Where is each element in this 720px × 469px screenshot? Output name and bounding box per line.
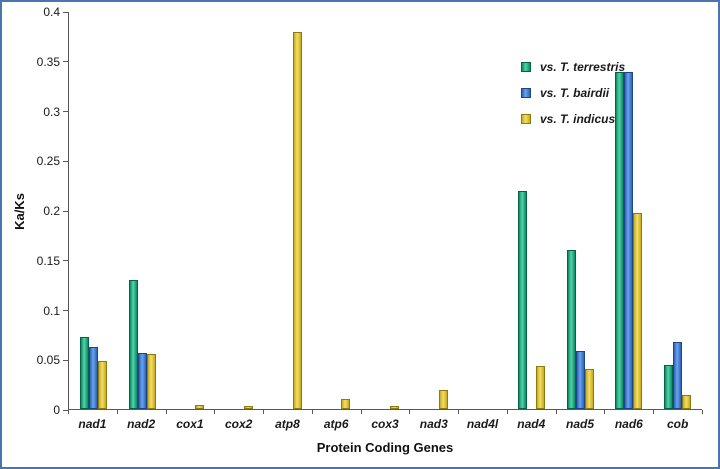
bar-group-cox3 xyxy=(361,12,410,409)
y-axis-tick xyxy=(63,160,68,162)
y-tick-label: 0.1 xyxy=(43,303,60,318)
x-axis-tick xyxy=(506,410,508,414)
bar-cox1-series2 xyxy=(195,405,205,409)
bar-nad4-series2 xyxy=(536,366,546,409)
x-axis-tick xyxy=(311,410,313,414)
bar-cob-series2 xyxy=(682,395,692,409)
y-tick-label: 0.35 xyxy=(36,54,60,69)
plot-area: vs. T. terrestris vs. T. bairdii vs. T. in… xyxy=(68,12,702,410)
y-axis-tick xyxy=(63,409,68,411)
x-label-nad2: nad2 xyxy=(127,417,156,431)
bar-groups xyxy=(69,12,702,409)
x-axis-tick xyxy=(360,410,362,414)
bar-nad6-series0 xyxy=(615,71,625,409)
y-axis-tick xyxy=(63,310,68,311)
x-label-atp6: atp6 xyxy=(323,417,349,431)
x-axis-title: Protein Coding Genes xyxy=(316,440,454,455)
bar-cox3-series2 xyxy=(389,406,399,409)
legend-item-2: vs. T. indicus xyxy=(521,112,625,126)
x-label-nad6: nad6 xyxy=(614,417,643,431)
bar-group-nad4l xyxy=(459,12,508,409)
y-tick-label: 0.25 xyxy=(36,154,60,169)
x-label-nad5: nad5 xyxy=(566,417,595,431)
x-axis-tick xyxy=(263,410,265,414)
bar-nad2-series2 xyxy=(146,354,156,409)
bar-group-nad4 xyxy=(507,12,556,409)
bar-nad2-series0 xyxy=(128,279,138,409)
legend-label-2: vs. T. indicus xyxy=(540,112,616,126)
y-axis-tick xyxy=(63,61,68,63)
bar-group-atp8 xyxy=(264,12,313,409)
legend-item-0: vs. T. terrestris xyxy=(521,60,625,74)
bar-group-nad2 xyxy=(118,12,167,409)
bar-nad1-series0 xyxy=(79,336,89,409)
x-axis-tick xyxy=(702,410,703,414)
bar-nad1-series1 xyxy=(88,347,98,409)
legend-swatch-2 xyxy=(521,114,531,124)
bar-cob-series1 xyxy=(673,341,683,409)
bar-cox2-series2 xyxy=(243,406,253,409)
x-label-cox3: cox3 xyxy=(371,417,399,431)
x-axis-tick xyxy=(458,410,460,414)
x-axis-tick xyxy=(604,410,606,414)
legend: vs. T. terrestris vs. T. bairdii vs. T. in… xyxy=(521,60,625,138)
bar-nad6-series2 xyxy=(633,212,643,409)
x-label-nad4l: nad4l xyxy=(466,417,499,431)
x-label-cox2: cox2 xyxy=(225,417,253,431)
bar-cob-series0 xyxy=(664,365,674,409)
y-tick-label: 0 xyxy=(53,403,60,417)
y-axis-tick xyxy=(63,359,68,361)
bar-nad2-series1 xyxy=(137,353,147,409)
bar-group-nad6 xyxy=(605,12,654,409)
bar-atp6-series2 xyxy=(341,399,351,409)
x-label-atp8: atp8 xyxy=(275,417,300,431)
legend-swatch-0 xyxy=(521,62,531,72)
x-axis-tick xyxy=(653,410,655,414)
bar-nad5-series0 xyxy=(566,250,576,409)
x-axis-tick xyxy=(409,410,411,414)
x-axis-tick xyxy=(116,410,118,414)
bar-group-nad5 xyxy=(556,12,605,409)
bar-group-cox2 xyxy=(215,12,264,409)
y-axis-tick xyxy=(63,111,68,112)
bar-group-atp6 xyxy=(312,12,361,409)
y-tick-label: 0.3 xyxy=(43,104,60,119)
y-axis-tick xyxy=(63,210,68,212)
legend-label-0: vs. T. terrestris xyxy=(540,60,626,74)
legend-item-1: vs. T. bairdii xyxy=(521,86,625,100)
x-label-nad4: nad4 xyxy=(517,417,546,431)
bar-nad3-series2 xyxy=(438,390,448,409)
bar-nad5-series2 xyxy=(584,369,594,409)
y-tick-label: 0.2 xyxy=(43,204,60,218)
bar-group-cob xyxy=(653,12,702,409)
x-axis-tick xyxy=(68,410,69,414)
y-axis-tick xyxy=(63,260,68,262)
bar-atp8-series2 xyxy=(292,31,302,409)
x-label-cox1: cox1 xyxy=(176,417,204,431)
legend-label-1: vs. T. bairdii xyxy=(540,86,610,100)
x-axis-tick xyxy=(165,410,167,414)
x-label-cob: cob xyxy=(666,417,689,431)
bar-nad1-series2 xyxy=(97,361,107,409)
bar-nad4-series0 xyxy=(518,190,528,409)
x-label-nad3: nad3 xyxy=(419,417,448,431)
y-tick-label: 0.05 xyxy=(36,353,60,368)
y-tick-label: 0.4 xyxy=(43,5,60,19)
legend-swatch-1 xyxy=(521,88,531,98)
bar-nad6-series1 xyxy=(624,71,634,409)
bar-group-nad1 xyxy=(69,12,118,409)
y-axis-tick xyxy=(63,11,68,13)
x-axis-tick xyxy=(555,410,557,414)
x-axis-tick xyxy=(214,410,216,414)
bar-nad5-series1 xyxy=(575,351,585,409)
y-tick-label: 0.15 xyxy=(36,253,60,268)
bar-group-cox1 xyxy=(166,12,215,409)
bar-group-nad3 xyxy=(410,12,459,409)
x-label-nad1: nad1 xyxy=(78,417,107,431)
